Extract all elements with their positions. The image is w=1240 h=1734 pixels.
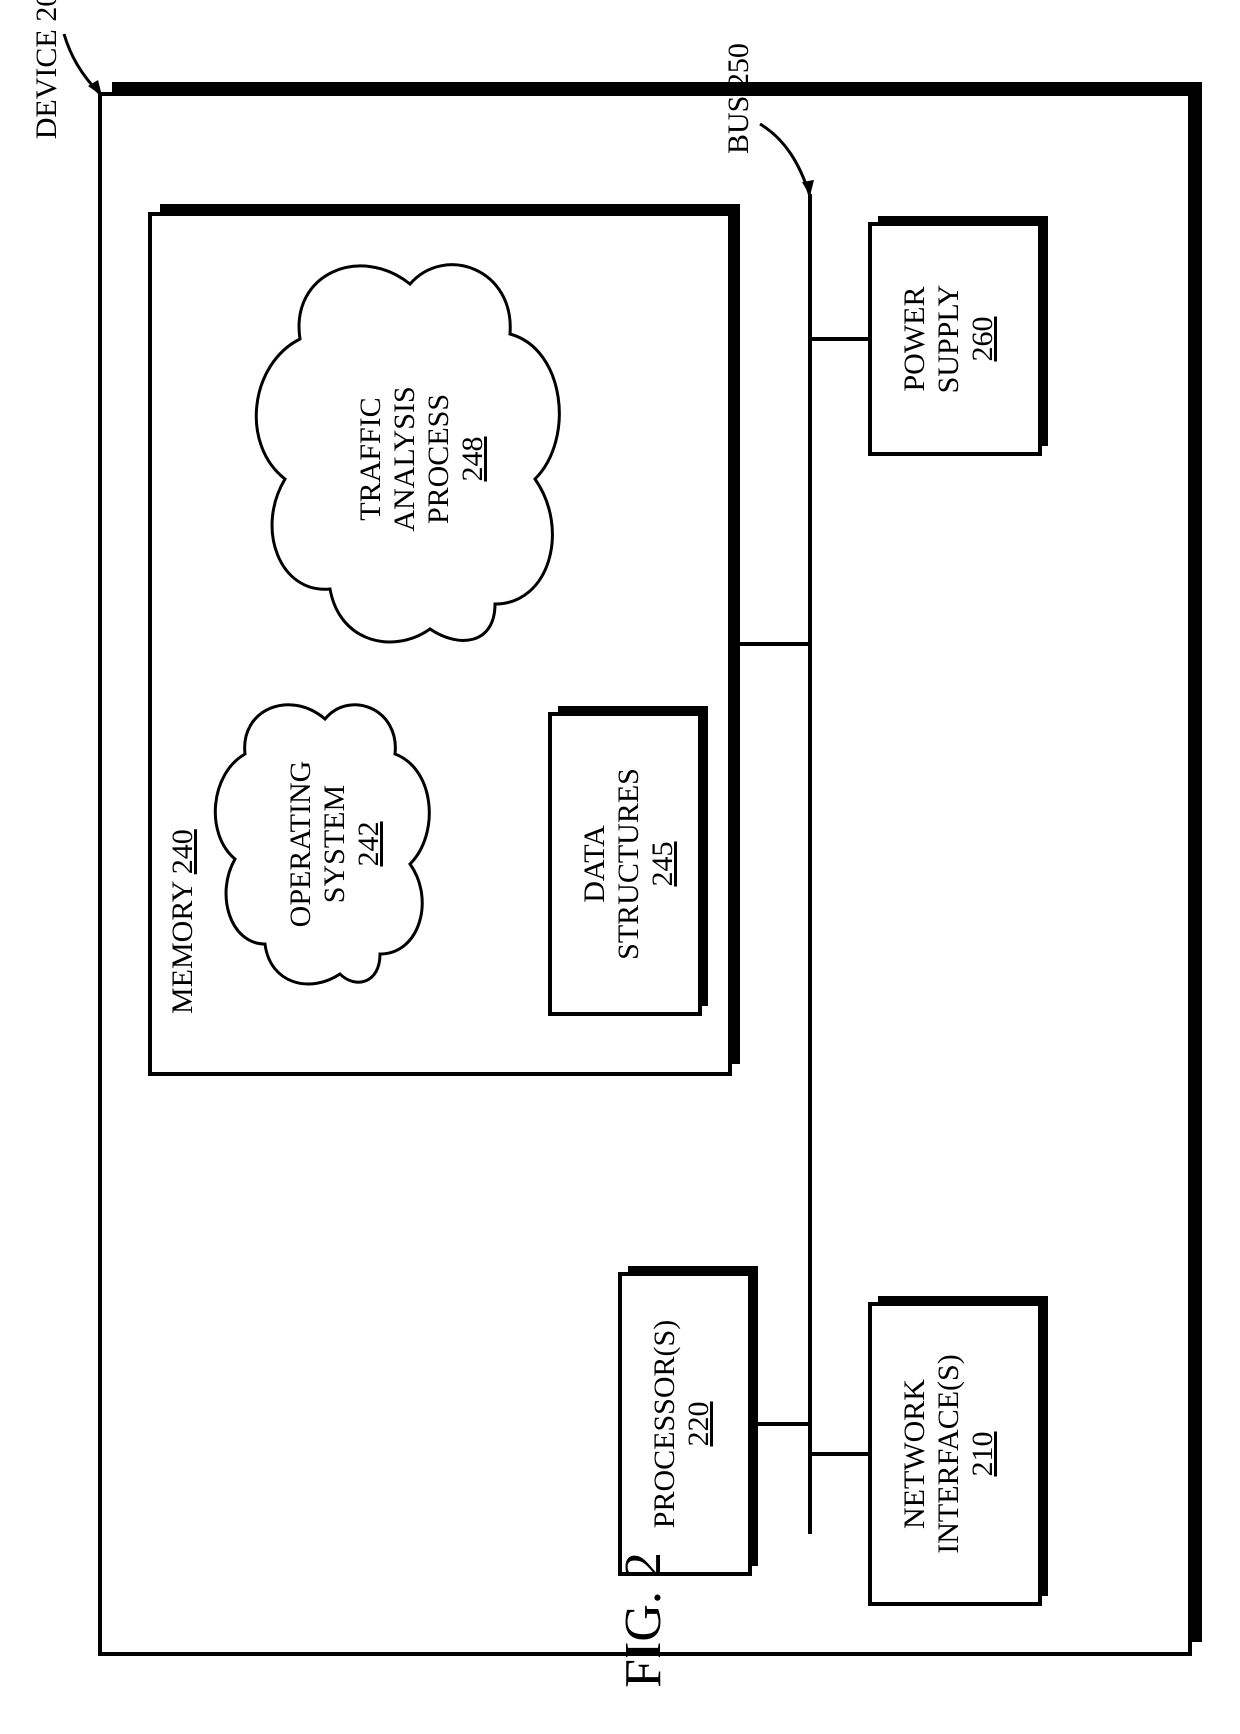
net-line2: INTERFACE(S) xyxy=(932,1354,965,1553)
traffic-line2: ANALYSIS xyxy=(388,386,421,531)
device-callout: DEVICE 200 xyxy=(30,0,102,139)
memory-ref: 240 xyxy=(166,829,199,874)
traffic-line3: PROCESS xyxy=(422,394,455,524)
os-line2: SYSTEM xyxy=(318,785,351,903)
data-ref: 245 xyxy=(646,842,679,887)
proc-line1: PROCESSOR(S) xyxy=(648,1320,681,1528)
power-ref: 260 xyxy=(966,317,999,362)
os-ref: 242 xyxy=(352,822,385,867)
figure-caption: FIG. 2 xyxy=(615,1552,672,1688)
data-line2: STRUCTURES xyxy=(612,768,645,960)
net-ref: 210 xyxy=(966,1432,999,1477)
power-line1: POWER xyxy=(898,287,931,392)
network-interfaces-box: NETWORK INTERFACE(S) 210 xyxy=(870,1296,1048,1604)
svg-text:MEMORY 240: MEMORY 240 xyxy=(166,829,199,1014)
bus-label: BUS 250 xyxy=(722,43,755,154)
memory-title: MEMORY xyxy=(166,881,199,1014)
data-line1: DATA xyxy=(578,825,611,903)
traffic-line1: TRAFFIC xyxy=(354,397,387,520)
power-supply-box: POWER SUPPLY 260 xyxy=(870,216,1048,454)
proc-ref: 220 xyxy=(682,1402,715,1447)
power-line2: SUPPLY xyxy=(932,285,965,394)
processor-box: PROCESSOR(S) 220 xyxy=(620,1266,758,1574)
os-line1: OPERATING xyxy=(284,761,317,928)
device-label: DEVICE 200 xyxy=(30,0,63,139)
traffic-ref: 248 xyxy=(456,437,489,482)
net-line1: NETWORK xyxy=(898,1379,931,1529)
data-structures-box: DATA STRUCTURES 245 xyxy=(550,706,708,1014)
diagram-canvas: DEVICE 200 MEMORY 240 OPERATING SYSTEM 2… xyxy=(0,0,1240,1734)
